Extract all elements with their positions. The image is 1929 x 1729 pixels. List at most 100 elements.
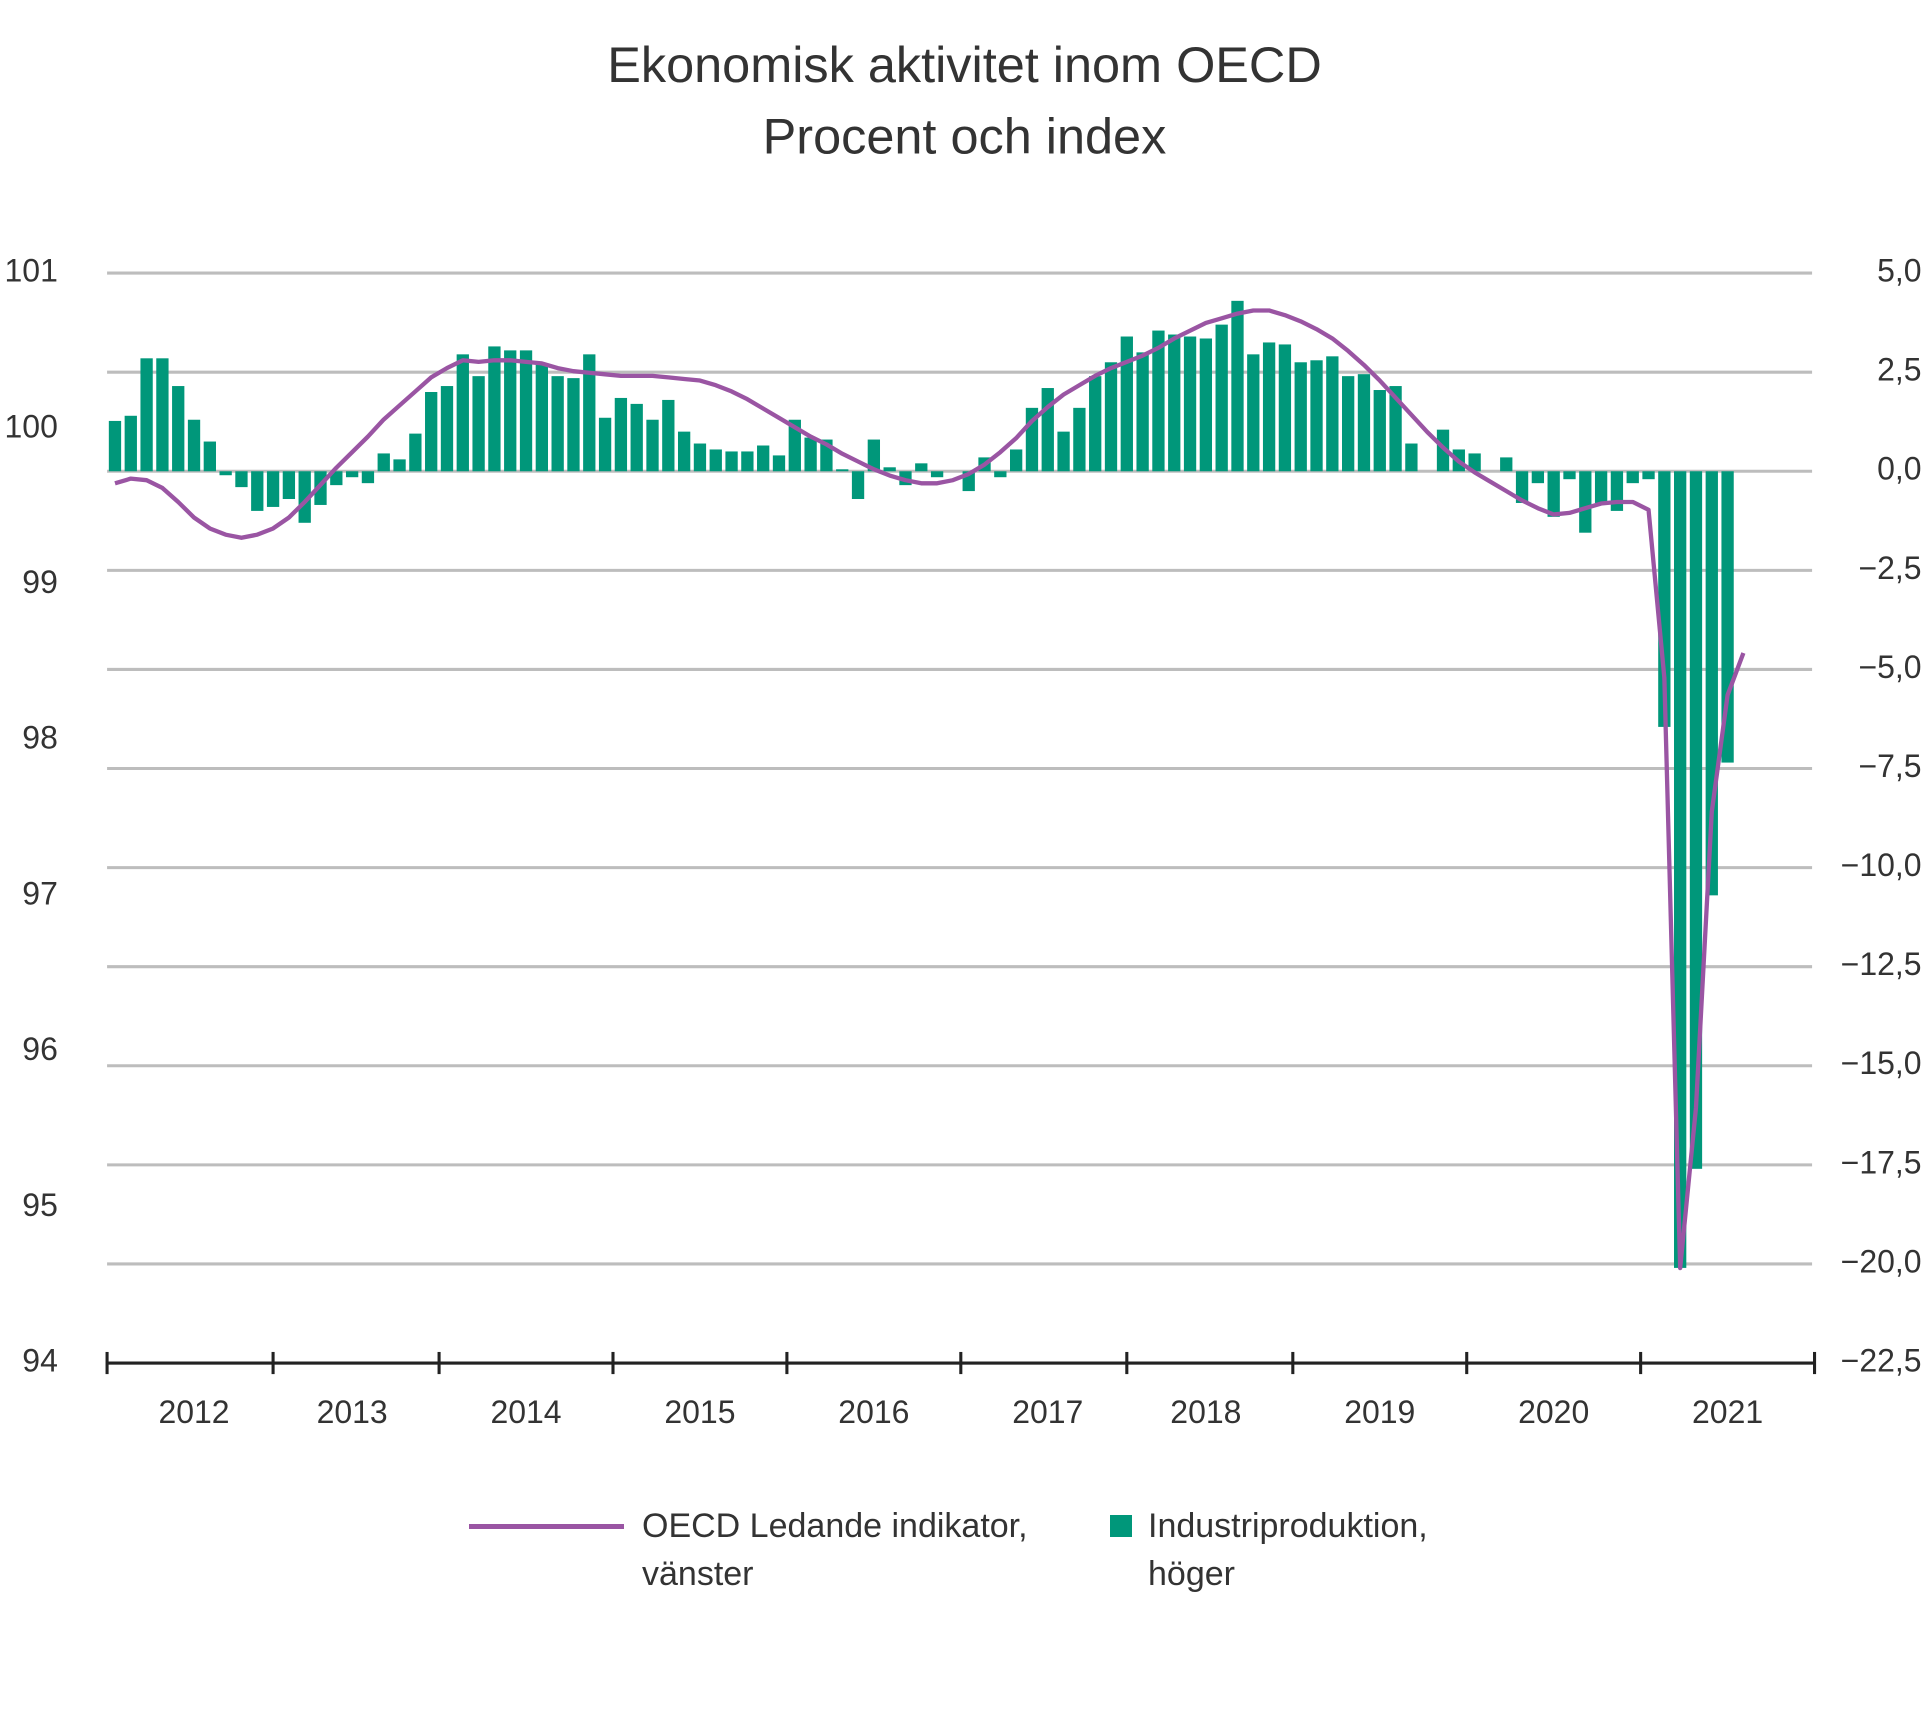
- bar: [1057, 431, 1070, 472]
- y-tick-label: 94: [22, 1342, 58, 1378]
- x-tick-label: 2017: [1012, 1394, 1083, 1430]
- bar: [1342, 376, 1355, 472]
- bar: [1310, 360, 1323, 472]
- bar: [614, 397, 628, 472]
- bar: [1373, 390, 1386, 472]
- bar: [804, 437, 817, 472]
- bar: [725, 451, 738, 472]
- bar: [377, 453, 390, 472]
- bar: [1199, 338, 1213, 472]
- bar: [1405, 443, 1418, 472]
- x-tick-label: 2012: [158, 1394, 229, 1430]
- bar: [630, 403, 643, 472]
- bar: [156, 358, 169, 472]
- bar: [1674, 471, 1687, 1268]
- bar: [1610, 471, 1624, 511]
- bar: [172, 386, 185, 472]
- legend-item: Industriproduktion, höger: [1110, 1502, 1508, 1598]
- bar: [393, 459, 406, 472]
- bar: [1183, 336, 1197, 472]
- bar: [1642, 471, 1655, 480]
- bar: [504, 350, 517, 472]
- y2-tick-label: 2,5: [1877, 352, 1921, 388]
- bar: [1515, 471, 1529, 503]
- bar: [772, 455, 786, 472]
- bar: [741, 451, 754, 472]
- y2-tick-label: −20,0: [1841, 1243, 1922, 1279]
- bar: [235, 471, 248, 488]
- bar: [1626, 471, 1639, 484]
- bar: [646, 419, 659, 472]
- bar: [456, 354, 469, 472]
- bar: [219, 471, 232, 476]
- chart-subtitle: Procent och index: [763, 108, 1167, 165]
- legend-swatch: [469, 1524, 624, 1529]
- bar: [851, 471, 865, 500]
- bar: [757, 445, 770, 472]
- bar: [677, 431, 691, 472]
- bar: [1215, 324, 1228, 472]
- bar: [1278, 344, 1292, 472]
- y2-tick-label: −15,0: [1841, 1045, 1922, 1081]
- bar: [883, 467, 896, 472]
- bar: [1500, 457, 1513, 472]
- bar: [994, 471, 1007, 478]
- bar: [1468, 453, 1481, 472]
- bar: [187, 419, 201, 472]
- bar: [1104, 362, 1118, 472]
- bar: [1389, 386, 1402, 472]
- bar: [1262, 342, 1276, 472]
- line: [114, 308, 1746, 1271]
- bar: [551, 376, 564, 472]
- bar: [251, 471, 264, 511]
- bar: [425, 391, 438, 472]
- y2-tick-label: −22,5: [1841, 1342, 1922, 1378]
- bar: [140, 358, 153, 472]
- y2-tick-label: −5,0: [1858, 649, 1921, 685]
- bar: [1547, 471, 1560, 517]
- bar: [915, 463, 928, 472]
- x-tick-label: 2015: [664, 1394, 735, 1430]
- bar: [330, 471, 343, 486]
- legend-label: Industriproduktion, höger: [1148, 1507, 1428, 1593]
- bar: [409, 433, 422, 472]
- bar: [1594, 471, 1608, 503]
- bar: [1689, 471, 1703, 1169]
- bar: [1009, 449, 1023, 472]
- y2-tick-label: 5,0: [1877, 253, 1921, 289]
- bar: [1041, 388, 1054, 472]
- x-tick-label: 2018: [1170, 1394, 1241, 1430]
- bar: [266, 471, 280, 507]
- legend-label: OECD Ledande indikator, vänster: [642, 1507, 1028, 1593]
- x-tick-label: 2019: [1344, 1394, 1415, 1430]
- y-tick-label: 95: [22, 1187, 58, 1223]
- bar: [1089, 376, 1102, 472]
- legend-item: OECD Ledande indikator, vänster: [469, 1502, 1052, 1598]
- bar: [124, 415, 137, 472]
- bar: [1247, 354, 1260, 472]
- bar: [567, 378, 580, 472]
- bar: [1326, 356, 1339, 472]
- bar: [535, 364, 548, 472]
- chart-title: Ekonomisk aktivitet inom OECD: [607, 36, 1322, 93]
- bar: [519, 350, 533, 472]
- bar: [693, 443, 707, 472]
- y2-tick-label: 0,0: [1877, 451, 1921, 487]
- bar: [1120, 336, 1133, 472]
- bar: [930, 471, 944, 478]
- bar: [440, 386, 454, 472]
- bar: [1168, 334, 1181, 472]
- bar: [108, 420, 122, 472]
- bar: [1563, 471, 1576, 480]
- bar: [662, 399, 675, 472]
- bar: [583, 354, 596, 472]
- bar: [867, 439, 881, 472]
- bar: [1436, 429, 1450, 472]
- y2-tick-label: −17,5: [1841, 1144, 1922, 1180]
- bar: [345, 471, 359, 478]
- bar: [1357, 374, 1371, 472]
- y-tick-label: 101: [5, 253, 58, 289]
- bar: [1531, 471, 1545, 484]
